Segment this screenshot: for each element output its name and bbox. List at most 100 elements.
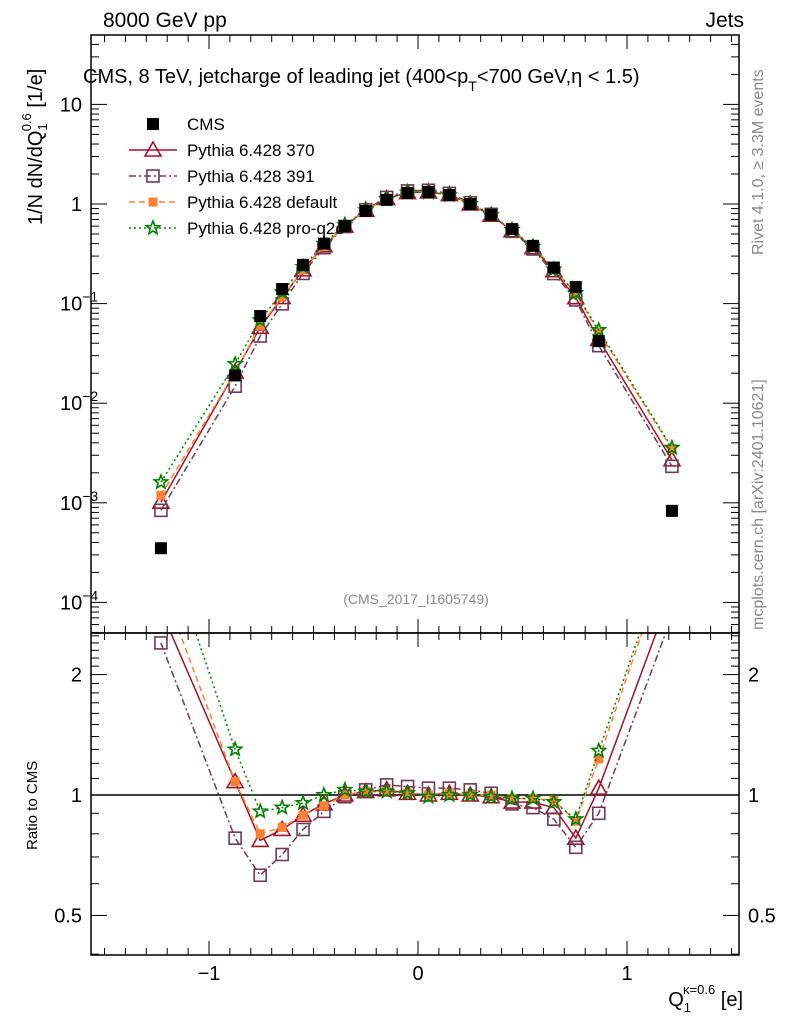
rivet-version-label: Rivet 4.1.0, ≥ 3.3M events <box>750 69 767 255</box>
series-pythia-6-428-pro-q2o-ratio-point <box>398 784 417 801</box>
series-pythia-6-428-default-ratio-point <box>549 795 559 805</box>
cms-data-point <box>276 283 289 296</box>
series-pythia-6-428-pro-q2o-ratio-point <box>419 787 438 805</box>
series-pythia-6-428-default-ratio-point <box>403 788 413 798</box>
ratio-y-tick-label-right: 0.5 <box>748 905 776 927</box>
cms-data-point <box>154 542 167 555</box>
legend-label: Pythia 6.428 default <box>187 193 338 212</box>
series-pythia-6-428-391-ratio-point <box>253 868 268 883</box>
series-pythia-6-428-default-ratio-point <box>255 829 265 839</box>
series-pythia-6-428-pro-q2o-point <box>226 354 244 372</box>
legend-label: Pythia 6.428 391 <box>187 167 315 186</box>
series-pythia-6-428-pro-q2o-point <box>663 438 681 456</box>
cms-data-point <box>506 223 519 236</box>
series-pythia-6-428-pro-q2o-ratio-point <box>357 782 375 799</box>
series-pythia-6-428-pro-q2o-ratio-point <box>273 798 291 816</box>
series-pythia-6-428-default-point <box>255 321 265 331</box>
cms-data-point <box>464 198 477 210</box>
mcplots-label: mcplots.cern.ch [arXiv:2401.10621] <box>750 379 767 630</box>
cms-data-point <box>592 335 605 348</box>
cms-data-point <box>443 189 456 202</box>
legend-label: Pythia 6.428 pro-q2o <box>187 219 345 238</box>
series-pythia-6-428-pro-q2o-point <box>589 320 608 338</box>
series-pythia-6-428-370-ratio-point <box>566 828 586 845</box>
y-tick-base: 10 <box>60 592 82 614</box>
series-pythia-6-428-391-ratio-point <box>228 831 242 845</box>
y-tick-base: 10 <box>60 393 82 415</box>
legend-marker <box>144 218 162 236</box>
y-axis-label: 1/N dN/dQ10.6 [1/e] <box>19 69 50 225</box>
series-pythia-6-428-default-ratio-point <box>486 790 496 800</box>
analysis-id: (CMS_2017_I1605749) <box>343 591 489 607</box>
series-pythia-6-428-391-ratio-point <box>547 812 561 826</box>
header-left: 8000 GeV pp <box>103 9 227 32</box>
series-pythia-6-428-default-ratio-point <box>319 801 329 811</box>
cms-data-point <box>569 280 582 293</box>
y-tick-label: 10−1 <box>60 289 98 316</box>
y-tick-base: 10 <box>60 493 82 515</box>
ratio-panel-data <box>154 633 667 883</box>
series-pythia-6-428-default-ratio-point <box>340 790 350 800</box>
series-pythia-6-428-391-ratio-point <box>275 847 289 862</box>
series-pythia-6-428-default-ratio-point <box>444 788 454 798</box>
series-pythia-6-428-pro-q2o-ratio-point <box>226 740 244 757</box>
cms-data-point <box>380 193 393 206</box>
ratio-y-tick-label-right: 2 <box>748 665 759 687</box>
series-pythia-6-428-default-point <box>156 490 166 500</box>
legend-label: Pythia 6.428 370 <box>187 141 315 160</box>
cms-data-point <box>665 504 678 517</box>
series-pythia-6-428-pro-q2o-ratio-point <box>524 789 542 807</box>
series-pythia-6-428-default-ratio-point <box>571 816 581 826</box>
cms-data-point <box>359 205 372 218</box>
series-pythia-6-428-default-ratio-point <box>298 810 308 820</box>
plot-title: CMS, 8 TeV, jetcharge of leading jet (40… <box>83 66 640 94</box>
series-pythia-6-428-default-ratio-point <box>465 790 475 800</box>
series-pythia-6-428-pro-q2o-ratio-point <box>315 785 333 803</box>
series-pythia-6-428-pro-q2o-ratio-point <box>294 793 312 811</box>
ratio-y-tick-label-left: 2 <box>71 665 82 687</box>
series-pythia-6-428-default-ratio-point <box>277 822 287 832</box>
series-pythia-6-428-pro-q2o-ratio-point <box>377 782 396 799</box>
x-tick-label: −1 <box>198 963 221 985</box>
series-pythia-6-428-391-ratio-point <box>296 822 310 837</box>
series-pythia-6-428-default-point <box>667 444 677 454</box>
main-panel-data <box>151 182 682 555</box>
series-pythia-6-428-default-ratio-point <box>594 754 604 764</box>
series-pythia-6-428-pro-q2o-ratio-point <box>440 785 459 803</box>
y-tick-label: 10 <box>60 94 82 116</box>
legend-marker <box>147 118 159 130</box>
legend-label: CMS <box>187 115 225 134</box>
series-pythia-6-428-default-ratio-point <box>382 787 392 797</box>
series-pythia-6-428-370-point <box>151 492 171 509</box>
cms-data-point <box>317 237 330 250</box>
legend: CMS Pythia 6.428 370 Pythia 6.428 391 Pythi… <box>129 115 345 238</box>
cms-data-point <box>401 186 414 199</box>
y-tick-base: 10 <box>60 294 82 316</box>
series-pythia-6-428-pro-q2o-ratio-point <box>503 789 521 807</box>
series-pythia-6-428-pro-q2o-point <box>152 472 170 490</box>
series-pythia-6-428-pro-q2o-ratio-point <box>336 780 354 798</box>
series-pythia-6-428-default-ratio-point <box>361 787 371 797</box>
legend-marker <box>148 197 158 207</box>
series-pythia-6-428-default-ratio-point <box>230 777 240 787</box>
series-pythia-6-428-370-ratio-point <box>589 778 609 795</box>
series-pythia-6-428-370-ratio-point <box>250 830 270 848</box>
series-pythia-6-428-default-point <box>277 292 287 302</box>
ratio-panel-frame <box>90 632 740 956</box>
ratio-y-tick-label-left: 1 <box>71 785 82 807</box>
series-pythia-6-428-default-ratio-point <box>528 794 538 804</box>
series-pythia-6-428-default-ratio-point <box>423 790 433 800</box>
series-pythia-6-428-391-point <box>154 503 168 518</box>
cms-data-point <box>297 258 310 271</box>
cms-data-point <box>338 220 351 233</box>
series-pythia-6-428-default-point <box>571 288 581 298</box>
series-pythia-6-428-391-ratio-point <box>568 840 583 855</box>
ratio-y-tick-label-left: 0.5 <box>54 905 82 927</box>
series-pythia-6-428-default-ratio-point <box>507 794 517 804</box>
ratio-y-axis-label: Ratio to CMS <box>24 761 41 850</box>
x-tick-label: 1 <box>621 963 632 985</box>
legend-marker <box>143 140 163 157</box>
cms-data-point <box>485 208 498 221</box>
header-right: Jets <box>705 9 744 32</box>
